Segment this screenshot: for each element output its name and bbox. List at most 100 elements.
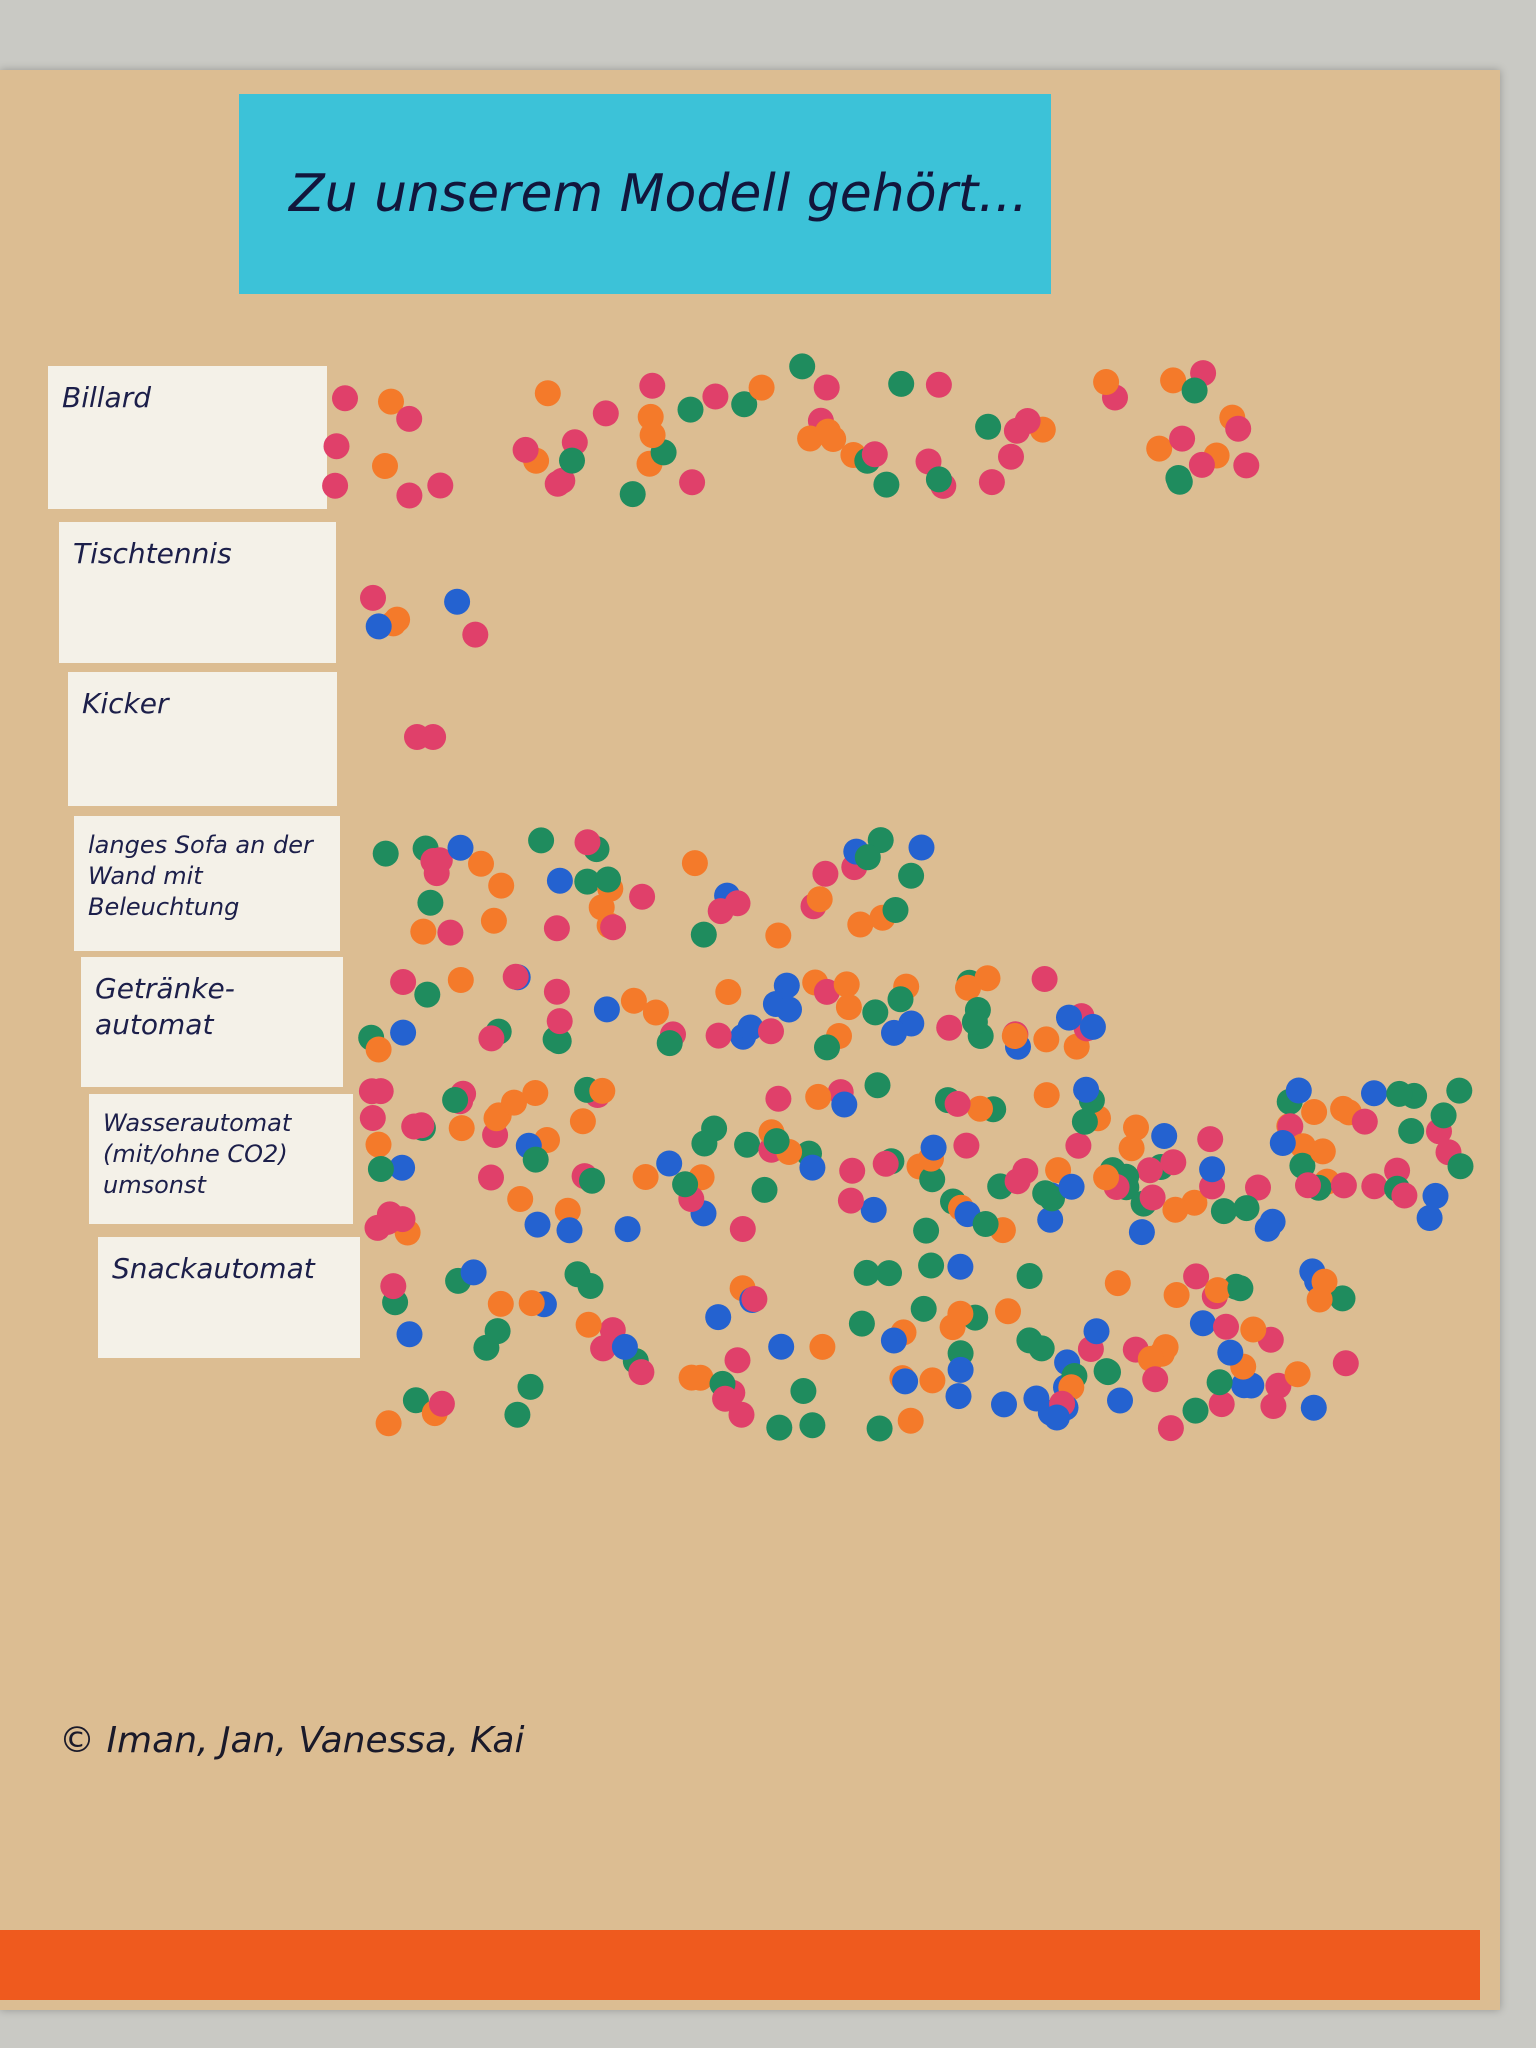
- title-card: Zu unserem Modell gehört...: [239, 94, 1051, 294]
- sticker-dot: [414, 981, 441, 1008]
- sticker-dot: [614, 1216, 641, 1243]
- sticker-dot: [517, 1373, 544, 1400]
- sticker-dot: [1254, 1215, 1281, 1242]
- sticker-dot: [728, 1401, 755, 1428]
- sticker-dot: [1142, 1366, 1169, 1393]
- sticker-dot: [1199, 1156, 1226, 1183]
- sticker-dot: [1004, 1168, 1031, 1195]
- sticker-dot: [556, 1217, 583, 1244]
- sticker-dot: [813, 374, 840, 401]
- sticker-dot: [656, 1030, 683, 1057]
- sticker-dot: [961, 1009, 988, 1035]
- sticker-dot: [1285, 1077, 1312, 1104]
- sticker-dot: [758, 1018, 784, 1045]
- footer-credits: © Iman, Jan, Vanessa, Kai: [59, 1720, 525, 1761]
- sticker-dot: [1093, 369, 1120, 395]
- sticker-dot: [372, 453, 398, 479]
- sticker-dot: [488, 872, 515, 899]
- sticker-dot: [502, 963, 529, 990]
- sticker-dot: [1118, 1135, 1145, 1162]
- sticker-dot: [1416, 1205, 1443, 1231]
- sticker-dot: [763, 1128, 790, 1155]
- sticker-dot: [1206, 1369, 1233, 1396]
- item-label: Snackautomat: [98, 1237, 360, 1358]
- sticker-dot: [1447, 1153, 1474, 1180]
- sticker-dot: [1240, 1316, 1267, 1343]
- sticker-dot: [1056, 1004, 1082, 1031]
- sticker-dot: [1073, 1076, 1100, 1103]
- sticker-dot: [365, 1131, 392, 1158]
- sticker-dot: [1289, 1152, 1316, 1179]
- sticker-dot: [1213, 1313, 1239, 1340]
- sticker-dot: [632, 1164, 659, 1190]
- sticker-dot: [702, 383, 729, 410]
- sticker-dot: [620, 987, 647, 1014]
- sticker-dot: [408, 1112, 435, 1139]
- item-label: Wasserautomat (mit/ohne CO2) umsonst: [89, 1094, 353, 1224]
- sticker-dot: [1233, 1195, 1260, 1222]
- sticker-dot: [404, 724, 430, 750]
- sticker-dot: [656, 1150, 683, 1177]
- sticker-dot: [1329, 1285, 1356, 1312]
- sticker-dot: [442, 1087, 469, 1113]
- sticker-dot: [480, 907, 507, 934]
- sticker-dot: [809, 1333, 836, 1360]
- sticker-dot: [428, 1390, 455, 1417]
- sticker-dot: [410, 918, 437, 945]
- sticker-dot: [925, 371, 952, 398]
- sticker-dot: [1033, 1026, 1060, 1053]
- sticker-dot: [839, 1157, 866, 1184]
- sticker-dot: [880, 1327, 907, 1354]
- sticker-dot: [569, 1108, 596, 1135]
- sticker-dot: [765, 1085, 792, 1112]
- sticker-dot: [678, 1364, 705, 1391]
- sticker-dot: [707, 898, 734, 925]
- sticker-dot: [1265, 1372, 1292, 1399]
- sticker-dot: [812, 860, 839, 887]
- sticker-dot: [1104, 1270, 1131, 1297]
- sticker-dot: [1204, 1277, 1231, 1304]
- sticker-dot: [545, 1028, 572, 1055]
- sticker-dot: [396, 1321, 423, 1348]
- sticker-dot: [1037, 1206, 1064, 1233]
- sticker-dot: [919, 1367, 946, 1394]
- sticker-dot: [1001, 1023, 1028, 1049]
- sticker-dot: [501, 1089, 527, 1116]
- sticker-dot: [365, 1036, 392, 1063]
- sticker-dot: [866, 1415, 893, 1442]
- sticker-dot: [447, 834, 474, 861]
- sticker-dot: [365, 613, 392, 640]
- sticker-dot: [1031, 966, 1058, 992]
- sticker-dot: [1227, 1275, 1254, 1302]
- sticker-dot: [853, 1259, 880, 1286]
- sticker-dot: [677, 396, 704, 423]
- item-label: Getränke-automat: [81, 957, 343, 1087]
- sticker-dot: [423, 860, 450, 887]
- sticker-dot: [918, 1252, 945, 1279]
- sticker-dot: [715, 979, 742, 1005]
- sticker-dot: [1189, 1310, 1216, 1337]
- sticker-dot: [913, 1217, 940, 1244]
- sticker-dot: [389, 1154, 416, 1181]
- sticker-dot: [1169, 425, 1196, 452]
- sticker-dot: [751, 1176, 778, 1203]
- sticker-dot: [447, 967, 474, 993]
- sticker-dot: [1033, 1082, 1060, 1109]
- sticker-dot: [1217, 1339, 1244, 1366]
- sticker-dot: [1295, 1172, 1321, 1199]
- sticker-dot: [575, 1311, 602, 1338]
- sticker-dot: [1245, 1174, 1271, 1201]
- sticker-dot: [360, 584, 386, 611]
- sticker-dot: [546, 867, 573, 894]
- sticker-dot: [1093, 1164, 1120, 1191]
- sticker-dot: [1384, 1157, 1411, 1184]
- sticker-dot: [1083, 1318, 1110, 1345]
- sticker-dot: [543, 915, 570, 942]
- sticker-dot: [534, 380, 561, 407]
- sticker-dot: [731, 391, 758, 418]
- sticker-dot: [881, 1019, 907, 1046]
- sticker-dot: [1058, 1173, 1085, 1200]
- sticker-dot: [705, 1022, 732, 1049]
- sticker-dot: [1284, 1361, 1311, 1388]
